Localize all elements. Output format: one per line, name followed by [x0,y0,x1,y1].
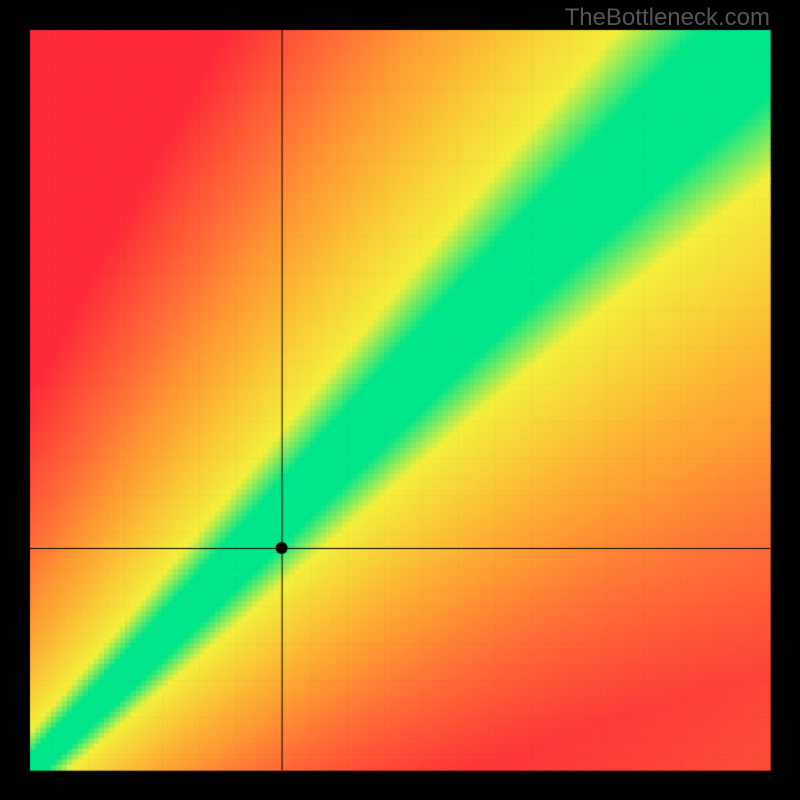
chart-container: { "watermark": "TheBottleneck.com", "can… [0,0,800,800]
bottleneck-heatmap [0,0,800,800]
watermark-text: TheBottleneck.com [565,4,770,32]
